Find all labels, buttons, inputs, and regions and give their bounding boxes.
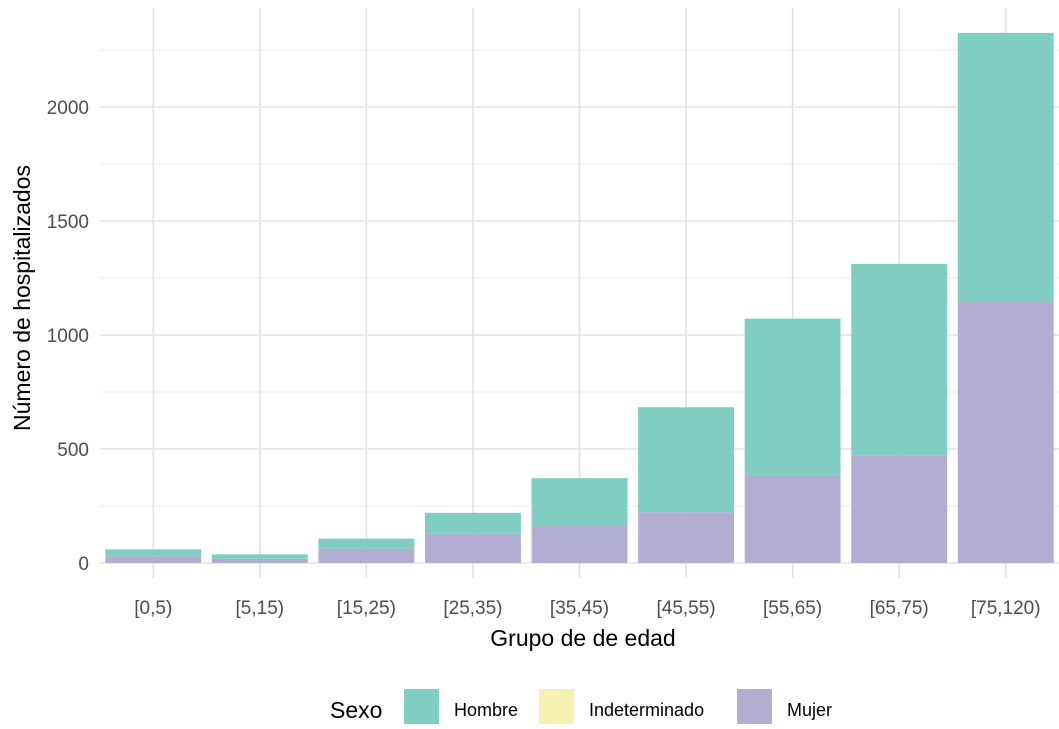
bar-segment-hombre: [531, 478, 628, 527]
x-tick-label: [25,35): [443, 598, 502, 619]
y-tick-labels: 0 500 1000 1500 2000: [47, 98, 89, 575]
bar-segment-hombre: [638, 407, 735, 513]
bar-segment-mujer: [211, 558, 308, 563]
bar-segment-mujer: [318, 548, 415, 563]
y-tick-label: 2000: [47, 98, 89, 119]
bar-segment-hombre: [851, 263, 948, 456]
bar-segment-mujer: [531, 526, 628, 563]
legend-key-mujer: [737, 689, 772, 724]
bar-segment-mujer: [851, 455, 948, 563]
legend: Sexo Hombre Indeterminado Mujer: [330, 689, 832, 724]
bar-segment-mujer: [105, 556, 202, 563]
bar-segment-mujer: [957, 301, 1054, 563]
y-tick-label: 1500: [47, 212, 89, 233]
bar-segment-hombre: [105, 549, 202, 557]
y-axis-title: Número de hospitalizados: [9, 165, 35, 431]
x-tick-label: [0,5): [134, 598, 172, 619]
x-tick-label: [75,120): [971, 598, 1041, 619]
legend-label: Mujer: [787, 700, 832, 720]
x-axis-title: Grupo de de edad: [490, 625, 675, 651]
bar-segment-hombre: [424, 512, 521, 534]
y-tick-label: 500: [57, 440, 89, 461]
x-tick-label: [55,65): [763, 598, 822, 619]
legend-label: Hombre: [454, 700, 518, 720]
legend-key-indeterminado: [539, 689, 574, 724]
bar-segment-mujer: [744, 475, 841, 563]
bar-segment-mujer: [424, 533, 521, 563]
x-tick-labels: [0,5) [5,15) [15,25) [25,35) [35,45) [45,55) […: [134, 598, 1040, 619]
y-tick-label: 0: [78, 554, 89, 575]
bar-segment-hombre: [318, 538, 415, 549]
x-tick-label: [35,45): [550, 598, 609, 619]
legend-title: Sexo: [330, 697, 382, 723]
x-tick-label: [65,75): [870, 598, 929, 619]
x-tick-label: [5,15): [236, 598, 285, 619]
x-tick-label: [45,55): [656, 598, 715, 619]
x-tick-label: [15,25): [337, 598, 396, 619]
bar-segment-hombre: [211, 554, 308, 559]
legend-key-hombre: [404, 689, 439, 724]
bar-segment-hombre: [744, 318, 841, 476]
bars: [105, 32, 1054, 563]
legend-label: Indeterminado: [589, 700, 704, 720]
bar-segment-mujer: [638, 512, 735, 563]
bar-segment-hombre: [957, 32, 1054, 302]
y-tick-label: 1000: [47, 326, 89, 347]
